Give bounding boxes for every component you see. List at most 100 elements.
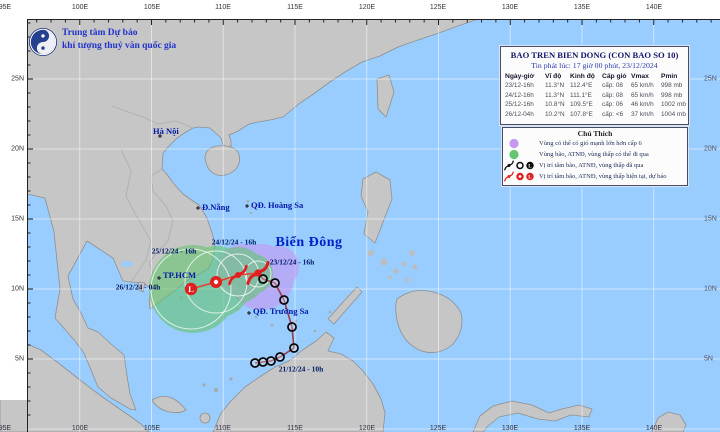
place-label-tphcm: TP.HCM bbox=[163, 270, 196, 280]
lat-label-left: 15N bbox=[11, 215, 24, 223]
lon-label-top: 120E bbox=[358, 4, 376, 11]
legend-row-past-positions: Vị trí tâm bão, ATNĐ, vùng thấp đã qua bbox=[503, 160, 687, 171]
depression-marker bbox=[210, 276, 222, 288]
agency-logo-icon bbox=[28, 27, 58, 57]
table-cell: 107.8°E bbox=[570, 110, 593, 118]
land-belitung bbox=[199, 412, 211, 424]
lon-label-bottom: 115E bbox=[287, 425, 303, 432]
lon-label-top: 125E bbox=[429, 4, 447, 11]
past-position-icons bbox=[504, 160, 534, 171]
land-sulawesi bbox=[472, 400, 593, 432]
table-cell: cấp: <6 bbox=[602, 110, 624, 118]
forecast-table-row: 26/12-04h 10.2°N 107.8°E cấp: <6 37 km/h 1004… bbox=[505, 110, 686, 119]
land-mindanao bbox=[395, 290, 463, 353]
legend-box: Chú Thích Vùng có thể có gió mạnh lớn hơ… bbox=[502, 127, 688, 186]
land-taiwan bbox=[376, 74, 395, 118]
current-position-icons bbox=[504, 171, 534, 182]
place-label-hanoi: Hà Nội bbox=[153, 126, 179, 136]
land-palawan bbox=[327, 286, 363, 325]
table-cell: Kinh độ bbox=[570, 73, 595, 80]
lon-label-top: 140E bbox=[645, 4, 663, 11]
low-marker bbox=[184, 282, 198, 296]
green-area-icon bbox=[509, 149, 519, 160]
table-cell: Ngày-giờ bbox=[505, 73, 535, 80]
lon-label-top: 130E bbox=[501, 4, 519, 11]
legend-row-path-area: Vùng bão, ATNĐ, vùng thấp có thể đi qua bbox=[503, 149, 687, 160]
table-cell: 112.4°E bbox=[570, 82, 593, 90]
place-label-danang: Đ.Nẵng bbox=[202, 202, 230, 212]
agency-name: Trung tâm Dự báo khí tượng thuỷ văn quốc… bbox=[62, 27, 176, 57]
forecast-table-row: 25/12-16h 10.8°N 109.5°E cấp: 06 46 km/h 1002… bbox=[505, 100, 686, 109]
storm-info-box: BAO TREN BIEN DONG (CON BAO SO 10) Tin p… bbox=[500, 46, 689, 125]
table-cell: 65 km/h bbox=[631, 91, 654, 99]
land-borneo bbox=[212, 331, 386, 432]
lat-label-right: 5N bbox=[704, 355, 713, 363]
past-position-marker bbox=[287, 322, 297, 332]
lon-label-bottom: 120E bbox=[358, 425, 376, 432]
table-cell: 10.2°N bbox=[545, 110, 565, 118]
lon-label-bottom: 95E bbox=[0, 425, 12, 432]
track-date-label: 21/12/24 - 10h bbox=[278, 364, 324, 374]
land-luzon bbox=[360, 171, 393, 244]
lon-label-top: 115E bbox=[287, 4, 303, 11]
past-position-marker bbox=[266, 356, 276, 366]
top-margin bbox=[0, 0, 720, 19]
forecast-table: Ngày-giờ Vĩ độ Kinh độ Cấp gió Vmax Pmin 23/12… bbox=[505, 72, 686, 119]
table-cell: Pmin bbox=[661, 73, 678, 80]
forecast-table-header: Ngày-giờ Vĩ độ Kinh độ Cấp gió Vmax Pmin bbox=[505, 72, 685, 81]
lon-label-bottom: 130E bbox=[501, 425, 519, 432]
table-cell: 1004 mb bbox=[661, 110, 686, 118]
land-hainan bbox=[204, 145, 240, 176]
table-cell: 24/12-16h bbox=[505, 91, 534, 99]
tonle-sap-lake bbox=[121, 261, 133, 267]
place-label-truongsa: QĐ. Trường Sa bbox=[253, 306, 309, 316]
past-position-marker bbox=[270, 278, 280, 288]
land-halmahera bbox=[651, 411, 687, 432]
table-cell: 46 km/h bbox=[631, 101, 654, 109]
past-position-marker bbox=[279, 295, 289, 305]
lat-label-left: 10N bbox=[11, 285, 24, 293]
table-cell: 998 mb bbox=[661, 91, 683, 99]
legend-label: Vị trí tâm bão, ATNĐ, vùng thấp hiện tại… bbox=[539, 173, 667, 180]
lat-label-right: 20N bbox=[704, 145, 717, 153]
lon-label-bottom: 100E bbox=[71, 425, 89, 432]
agency-branding: Trung tâm Dự báo khí tượng thuỷ văn quốc… bbox=[28, 27, 176, 57]
left-margin bbox=[0, 0, 27, 400]
axis-frame bbox=[0, 19, 720, 432]
table-cell: cấp: 08 bbox=[602, 91, 623, 99]
table-cell: 111.1°E bbox=[570, 91, 592, 99]
legend-title: Chú Thích bbox=[577, 129, 613, 138]
track-date-label: 23/12/24 - 16h bbox=[269, 257, 315, 267]
table-cell: cấp: 06 bbox=[602, 101, 623, 109]
table-cell: cấp: 08 bbox=[602, 82, 623, 90]
lat-label-right: 25N bbox=[704, 75, 717, 83]
legend-row-wind-area: Vùng có thể có gió mạnh lớn hơn cấp 6 bbox=[503, 138, 687, 149]
table-cell: 23/12-16h bbox=[505, 82, 534, 90]
agency-name-line1: Trung tâm Dự báo bbox=[62, 28, 138, 38]
land-mainland-asia bbox=[26, 18, 479, 411]
land-visayas-islands bbox=[368, 250, 418, 283]
legend-row-current-positions: Vị trí tâm bão, ATNĐ, vùng thấp hiện tại… bbox=[503, 171, 687, 182]
info-issued-time: Tin phát lúc: 17 giờ 00 phút, 23/12/2024 bbox=[531, 61, 658, 70]
lat-label-right: 10N bbox=[704, 285, 717, 293]
table-cell: 65 km/h bbox=[631, 82, 654, 90]
legend-label: Vùng bão, ATNĐ, vùng thấp có thể đi qua bbox=[539, 151, 649, 158]
past-position-marker bbox=[258, 357, 268, 367]
lon-label-bottom: 135E bbox=[573, 425, 591, 432]
table-cell: Vmax bbox=[631, 73, 649, 80]
track-date-label: 25/12/24 - 16h bbox=[151, 246, 197, 256]
table-cell: 109.5°E bbox=[570, 101, 593, 109]
lat-label-right: 15N bbox=[704, 215, 717, 223]
lon-label-top: 95E bbox=[0, 4, 12, 11]
land-bangka bbox=[151, 396, 187, 414]
table-cell: 26/12-04h bbox=[505, 110, 534, 118]
table-cell: 11.3°N bbox=[545, 91, 565, 99]
lon-label-bottom: 110E bbox=[215, 425, 231, 432]
table-cell: 37 km/h bbox=[631, 110, 654, 118]
lon-label-top: 110E bbox=[215, 4, 231, 11]
purple-area-icon bbox=[509, 138, 519, 149]
track-date-label: 24/12/24 - 16h bbox=[211, 237, 257, 247]
lon-label-bottom: 140E bbox=[645, 425, 663, 432]
info-title: BAO TREN BIEN DONG (CON BAO SO 10) bbox=[510, 50, 679, 60]
